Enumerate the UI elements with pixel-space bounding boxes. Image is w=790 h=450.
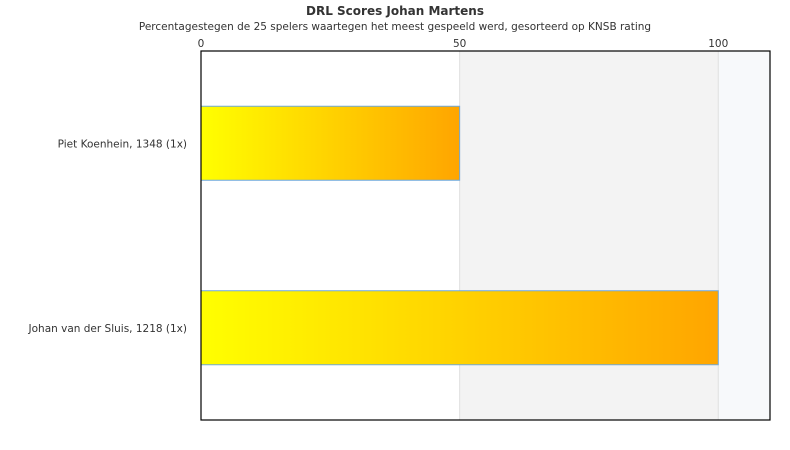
- plot-border: [200, 50, 771, 421]
- category-label: Johan van der Sluis, 1218 (1x): [28, 323, 187, 335]
- bar: [200, 105, 461, 181]
- category-label: Piet Koenhein, 1348 (1x): [58, 138, 187, 150]
- chart-subtitle: Percentagestegen de 25 spelers waartegen…: [138, 21, 652, 33]
- x-tick-label: 0: [198, 38, 205, 50]
- x-tick-label: 100: [708, 38, 728, 50]
- chart-title: DRL Scores Johan Martens: [306, 4, 484, 18]
- x-tick-label: 50: [453, 38, 466, 50]
- bar: [200, 290, 719, 366]
- plot-band-1: [718, 51, 770, 420]
